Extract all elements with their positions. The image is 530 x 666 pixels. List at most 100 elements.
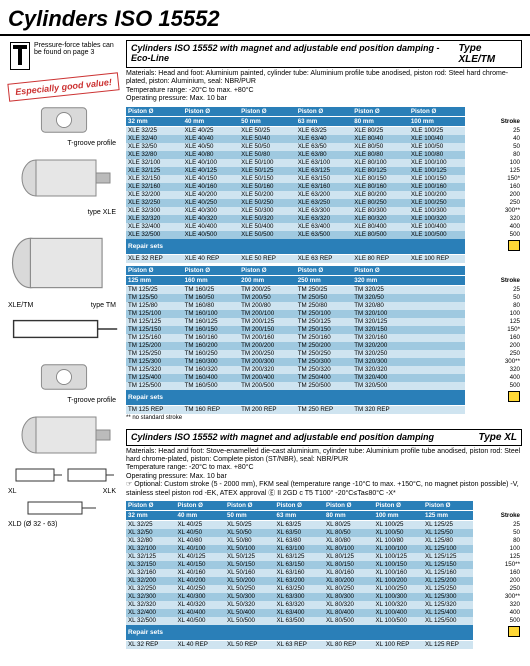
table-cell: XL 63/150 [275,561,325,569]
table-row: TM 125/160TM 160/160TM 200/160TM 250/160… [126,334,522,342]
table-cell: XL 40/150 [176,561,226,569]
table-cell: XLE 50/100 [239,159,296,167]
table-cell: XLE 50/300 [239,207,296,215]
table-cell: XLE 63/200 [296,191,353,199]
piston-header: Piston Ø [296,266,353,276]
table-cell: XL 50/400 [225,609,275,617]
table-cell: XLE 80/40 [352,135,409,143]
table-cell: 40 [465,135,522,143]
tgroove-image [8,104,120,136]
table-cell: TM 250/125 [296,318,353,326]
piston-header: Piston Ø [183,266,240,276]
table-row: XL 32/320XL 40/320XL 50/320XL 63/320XL 8… [126,601,522,609]
table-cell [409,374,466,382]
size-header: 80 mm [352,116,409,126]
table-cell: XLE 63/100 [296,159,353,167]
main-layout: Pressure-force tables can be found on pa… [0,36,530,653]
table-cell: XL 125/400 [423,609,473,617]
table-cell: XLE 40/150 [183,175,240,183]
table-cell: 150* [465,175,522,183]
repair-label-3: Repair sets [126,625,473,641]
repair-cell: XL 125 REP [423,640,473,649]
table-cell: TM 250/150 [296,326,353,334]
table-cell: XL 40/400 [176,609,226,617]
table-cell: XL 125/300 [423,593,473,601]
table-cell: TM 200/125 [239,318,296,326]
table-cell: XLE 80/500 [352,231,409,239]
table-cell: 160 [465,334,522,342]
size-header: 160 mm [183,275,240,285]
table-cell: XLE 32/320 [126,215,183,223]
size-header: 100 mm [374,510,424,520]
table-row: TM 125/500TM 160/500TM 200/500TM 250/500… [126,382,522,390]
table-cell: XL 100/25 [374,520,424,529]
table-row: TM 125/320TM 160/320TM 200/320TM 250/320… [126,366,522,374]
size-header: 50 mm [225,510,275,520]
table-cell: TM 250/80 [296,302,353,310]
table-cell: 25 [473,520,523,529]
table-cell: XL 80/25 [324,520,374,529]
piston-header: Piston Ø [239,266,296,276]
table-cell: XL 80/320 [324,601,374,609]
table-cell: XL 125/250 [423,585,473,593]
table-cell: XLE 50/125 [239,167,296,175]
table-cell: TM 160/80 [183,302,240,310]
table-cell: 250 [465,350,522,358]
table-cell: TM 125/80 [126,302,183,310]
table-row: XLE 32/80XLE 40/80XLE 50/80XLE 63/80XLE … [126,151,522,159]
table-cell: TM 250/300 [296,358,353,366]
table-cell: XL 32/25 [126,520,176,529]
size-header [409,275,466,285]
table-cell: XL 32/250 [126,585,176,593]
table-cell: XLE 50/80 [239,151,296,159]
table-cell: XL 80/80 [324,537,374,545]
repair-cell: XLE 100 REP [409,254,466,263]
table-cell: TM 320/250 [352,350,409,358]
table-cell: TM 250/320 [296,366,353,374]
table-cell: TM 250/25 [296,285,353,294]
size-header: 40 mm [183,116,240,126]
table-row: XLE 32/125XLE 40/125XLE 50/125XLE 63/125… [126,167,522,175]
table-cell: TM 320/100 [352,310,409,318]
caption-xlk: XLK [103,488,120,495]
table-cell: XL 63/80 [275,537,325,545]
table-cell: XL 100/100 [374,545,424,553]
table-cell: XLE 100/50 [409,143,466,151]
table-cell: 500 [465,382,522,390]
table-cell: XL 32/320 [126,601,176,609]
table-cell: XLE 100/300 [409,207,466,215]
table-row: XLE 32/150XLE 40/150XLE 50/150XLE 63/150… [126,175,522,183]
table-cell: 150** [473,561,523,569]
table-cell [409,382,466,390]
table-cell: XL 40/300 [176,593,226,601]
table-cell: TM 125/100 [126,310,183,318]
table-cell: 80 [473,537,523,545]
pressure-force-note: Pressure-force tables can be found on pa… [8,40,120,72]
table-row: XL 32/80XL 40/80XL 50/80XL 63/80XL 80/80… [126,537,522,545]
section1-title: Cylinders ISO 15552 with magnet and adju… [131,43,458,63]
table-cell [409,310,466,318]
table-cell: XL 50/125 [225,553,275,561]
table-cell: TM 200/200 [239,342,296,350]
table-cell: TM 160/25 [183,285,240,294]
size-header: Stroke [465,275,522,285]
repair-cell: XLE 32 REP [126,254,183,263]
table-cell: TM 320/200 [352,342,409,350]
table-cell: XL 125/80 [423,537,473,545]
table-cell: XL 63/200 [275,577,325,585]
value-badge: Especially good value! [7,72,119,102]
table-cell: TM 320/300 [352,358,409,366]
piston-header: Piston Ø [374,501,424,511]
table-cell: XL 32/300 [126,593,176,601]
table-cell: XL 100/250 [374,585,424,593]
caption-tgroove: T-groove profile [8,140,120,147]
table-cell [409,358,466,366]
repair-cell: XLE 63 REP [296,254,353,263]
table-cell: XL 32/400 [126,609,176,617]
table-cell: XL 50/160 [225,569,275,577]
table-cell: XL 80/400 [324,609,374,617]
table-cell: XLE 32/160 [126,183,183,191]
table-cell: XLE 100/200 [409,191,466,199]
table-cell: XL 32/100 [126,545,176,553]
table-cell: XL 63/320 [275,601,325,609]
